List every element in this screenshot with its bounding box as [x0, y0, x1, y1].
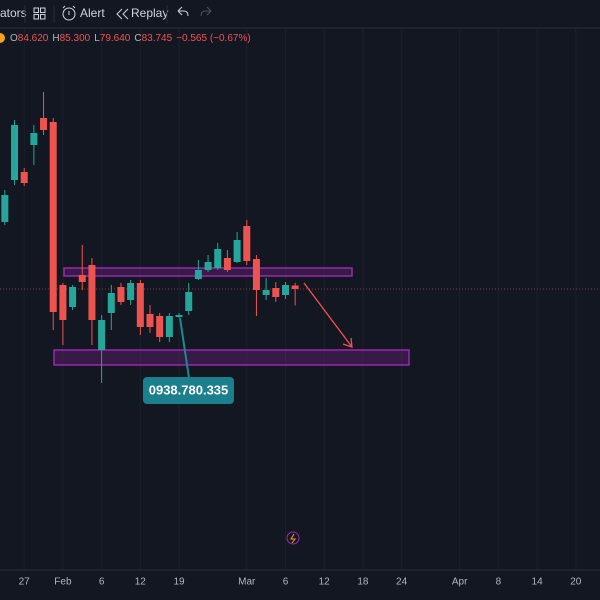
candle-body [11, 125, 19, 180]
ohlc-legend: O84.620 H85.300 L79.640 C83.745 −0.565 (−0.6… [10, 33, 251, 44]
candle-body [1, 195, 9, 222]
candle-body [214, 249, 222, 268]
callout-text: 0938.780.335 [149, 382, 229, 397]
candle-body [272, 288, 280, 297]
candle-body [291, 285, 299, 290]
legend-value: 83.745 [142, 33, 173, 44]
x-tick-label: Feb [54, 577, 72, 588]
candles [1, 92, 299, 383]
x-tick-label: 18 [357, 577, 369, 588]
candle-body [20, 172, 28, 183]
candle-body [165, 316, 173, 337]
candle-body [204, 262, 212, 270]
callout-box[interactable] [143, 377, 234, 404]
replay-icon[interactable] [116, 8, 129, 20]
x-tick-label: 20 [570, 577, 582, 588]
legend-key: O [10, 33, 18, 44]
replay-marker-icon [290, 533, 296, 544]
candle-body [175, 315, 183, 317]
candle-body [30, 133, 38, 145]
support-zone[interactable] [53, 349, 410, 366]
candle-body [156, 316, 164, 337]
alert-icon[interactable] [62, 5, 76, 21]
legend-value: 84.620 [18, 33, 49, 44]
trend-arrow[interactable] [303, 282, 353, 348]
alert-button[interactable]: Alert [80, 6, 105, 20]
candle-body [88, 265, 96, 320]
x-tick-label: 24 [396, 577, 408, 588]
candle-body [98, 320, 106, 350]
candle-body [185, 292, 193, 311]
candle-body [233, 240, 241, 262]
grid [0, 28, 600, 570]
candle-body [223, 258, 231, 270]
x-tick-label: 12 [135, 577, 147, 588]
x-tick-label: 8 [496, 577, 502, 588]
symbol-icon [0, 33, 5, 43]
x-tick-label: Apr [452, 577, 468, 588]
redo-button[interactable] [200, 6, 212, 17]
legend-change: −0.565 (−0.67%) [176, 33, 251, 44]
candle-body [78, 275, 86, 282]
candle-body [69, 287, 77, 307]
x-tick-label: 14 [532, 577, 544, 588]
candle-body [127, 283, 135, 300]
candle-body [252, 259, 260, 290]
legend-key: H [52, 33, 59, 44]
layouts-icon[interactable] [33, 7, 46, 20]
x-tick-label: 12 [319, 577, 331, 588]
x-tick-label: 6 [99, 577, 105, 588]
candle-body [40, 118, 48, 130]
candle-body [59, 285, 67, 320]
candle-body [107, 293, 115, 313]
x-tick-label: 6 [283, 577, 289, 588]
x-axis: 27 Feb 6 12 19 Mar 6 12 18 24 Apr 8 14 20 [19, 577, 582, 588]
legend-value: 79.640 [100, 33, 131, 44]
replay-marker[interactable] [286, 531, 300, 545]
candle-body [194, 270, 202, 279]
candle-body [49, 122, 57, 312]
candle-body [243, 226, 251, 261]
callout-pointer [179, 317, 190, 379]
candle-body [262, 290, 270, 295]
legend: O84.620 H85.300 L79.640 C83.745 −0.565 (−0.6… [10, 33, 251, 44]
x-tick-label: Mar [238, 577, 256, 588]
candle-body [136, 283, 144, 327]
candle-body [146, 314, 154, 327]
toolbar [0, 0, 600, 28]
legend-key: C [134, 33, 141, 44]
candle-body [281, 285, 289, 295]
legend-key: L [94, 33, 100, 44]
x-tick-label: 27 [19, 577, 31, 588]
candle-body [117, 287, 125, 302]
x-tick-label: 19 [173, 577, 185, 588]
legend-value: 85.300 [60, 33, 91, 44]
undo-button[interactable] [177, 6, 189, 17]
replay-button[interactable]: Replay [131, 6, 168, 20]
indicators-button[interactable]: ators [0, 6, 27, 20]
